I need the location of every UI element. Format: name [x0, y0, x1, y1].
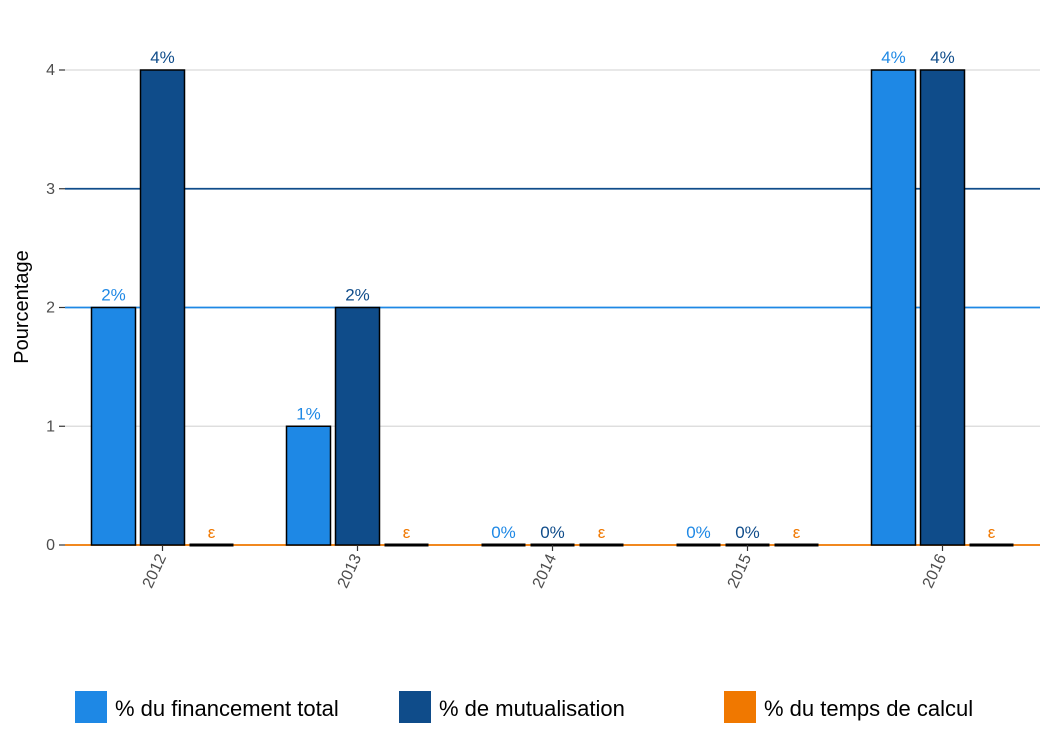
x-tick-label: 2014: [530, 551, 560, 591]
legend-label: % de mutualisation: [439, 696, 625, 721]
legend-swatch: [724, 691, 756, 723]
y-tick-label: 3: [46, 181, 55, 198]
y-axis-label: Pourcentage: [11, 250, 33, 363]
data-label: ε: [403, 523, 411, 542]
bar: [285, 425, 332, 546]
y-tick-label: 0: [46, 537, 55, 554]
data-label: 4%: [930, 48, 955, 67]
legend-swatch: [75, 691, 107, 723]
y-tick-label: 2: [46, 300, 55, 317]
data-label: ε: [208, 523, 216, 542]
x-tick-label: 2012: [140, 551, 170, 591]
legend-swatch: [399, 691, 431, 723]
data-label: ε: [793, 523, 801, 542]
data-label: 4%: [881, 48, 906, 67]
legend-label: % du temps de calcul: [764, 696, 973, 721]
legend: % du financement total % de mutualisation…: [75, 691, 973, 723]
bar: [870, 69, 917, 546]
data-label: 2%: [101, 286, 126, 305]
legend-label: % du financement total: [115, 696, 339, 721]
data-label: 4%: [150, 48, 175, 67]
data-label: ε: [598, 523, 606, 542]
x-tick-label: 2015: [725, 551, 755, 591]
bar: [90, 306, 137, 546]
x-tick-label: 2016: [920, 551, 950, 591]
x-tick-label: 2013: [335, 551, 365, 591]
y-tick-label: 4: [46, 62, 55, 79]
y-tick-label: 1: [46, 418, 55, 435]
data-label: 2%: [345, 286, 370, 305]
bar: [139, 69, 186, 546]
data-label: 0%: [686, 523, 711, 542]
bar: [919, 69, 966, 546]
x-axis: 2012 2013 2014 2015 2016: [140, 545, 950, 591]
data-label: 0%: [735, 523, 760, 542]
y-axis: 0 1 2 3 4: [46, 62, 65, 554]
data-label: ε: [988, 523, 996, 542]
bar: [334, 306, 381, 546]
bars: [90, 69, 1014, 547]
data-label: 0%: [540, 523, 565, 542]
data-label: 1%: [296, 404, 321, 423]
data-labels: 2% 4% ε 1% 2% ε 0% 0% ε 0% 0% ε 4% 4% ε: [101, 48, 995, 542]
data-label: 0%: [491, 523, 516, 542]
